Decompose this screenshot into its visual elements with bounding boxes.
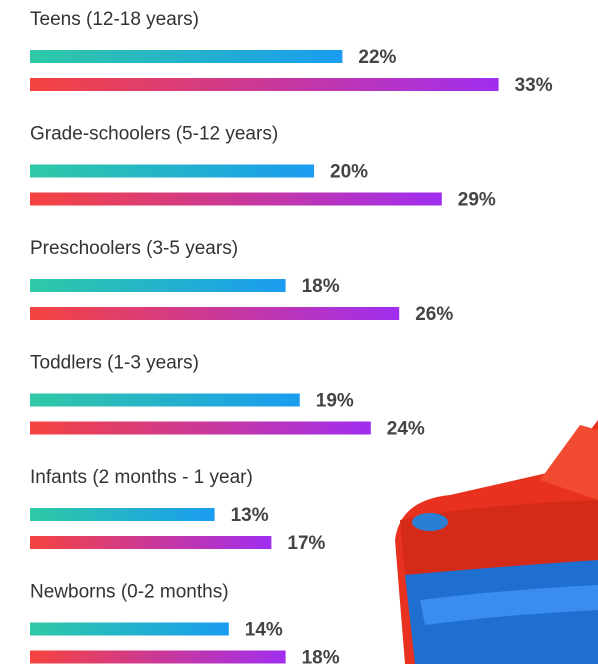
value-label: 18% <box>302 648 340 664</box>
value-label: 22% <box>358 47 396 68</box>
value-label: 17% <box>287 533 325 554</box>
value-label: 14% <box>245 620 283 641</box>
bar <box>30 192 442 206</box>
value-label: 19% <box>316 391 354 412</box>
bar <box>30 164 314 178</box>
category-label: Newborns (0-2 months) <box>30 582 229 603</box>
value-label: 18% <box>302 276 340 297</box>
value-label: 29% <box>458 190 496 211</box>
category-label: Infants (2 months - 1 year) <box>30 467 253 488</box>
bar <box>30 650 286 664</box>
value-label: 24% <box>387 419 425 440</box>
bar <box>30 536 272 549</box>
value-label: 33% <box>515 75 553 96</box>
value-label: 13% <box>231 505 269 526</box>
bar <box>30 622 229 636</box>
category-label: Teens (12-18 years) <box>30 9 199 30</box>
bar <box>30 78 499 91</box>
bar <box>30 393 300 407</box>
category-label: Toddlers (1-3 years) <box>30 353 199 374</box>
category-label: Grade-schoolers (5-12 years) <box>30 124 278 145</box>
bar <box>30 279 286 292</box>
value-label: 26% <box>415 304 453 325</box>
bar <box>30 421 371 435</box>
bar <box>30 508 215 521</box>
category-label: Preschoolers (3-5 years) <box>30 238 238 259</box>
toy-illustration <box>395 420 598 664</box>
bar <box>30 307 400 320</box>
value-label: 20% <box>330 162 368 183</box>
bar <box>30 50 343 63</box>
